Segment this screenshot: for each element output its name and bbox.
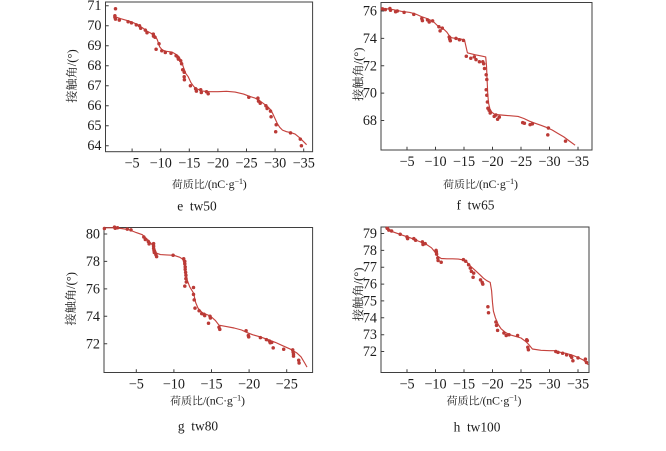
svg-text:68: 68 (363, 113, 377, 129)
svg-text:80: 80 (86, 227, 100, 243)
svg-text:−5: −5 (129, 377, 144, 393)
svg-text:−30: −30 (538, 377, 560, 393)
svg-text:77: 77 (363, 260, 377, 276)
svg-text:72: 72 (86, 336, 100, 352)
svg-text:−25: −25 (510, 377, 532, 393)
svg-text:74: 74 (363, 310, 377, 326)
svg-text:78: 78 (86, 254, 100, 270)
svg-text:−15: −15 (453, 377, 475, 393)
svg-text:64: 64 (87, 138, 101, 154)
svg-text:74: 74 (86, 309, 100, 325)
svg-text:70: 70 (87, 18, 101, 34)
svg-text:71: 71 (87, 0, 101, 14)
svg-text:76: 76 (363, 277, 377, 293)
svg-text:/(°): /(°) (352, 48, 366, 65)
svg-text:−10: −10 (424, 154, 446, 170)
svg-text:72: 72 (363, 58, 377, 74)
svg-text:65: 65 (87, 118, 101, 134)
svg-text:/(°): /(°) (65, 49, 79, 66)
svg-text:70: 70 (363, 86, 377, 102)
svg-text:−35: −35 (567, 154, 589, 170)
svg-text:76: 76 (86, 281, 100, 297)
svg-text:74: 74 (363, 31, 377, 47)
svg-text:−30: −30 (538, 154, 560, 170)
svg-text:76: 76 (363, 4, 377, 20)
svg-text:−15: −15 (453, 154, 475, 170)
svg-text:−5: −5 (125, 156, 140, 172)
svg-text:−5: −5 (399, 377, 414, 393)
svg-text:78: 78 (363, 243, 377, 259)
svg-text:−20: −20 (207, 156, 229, 172)
svg-text:−35: −35 (567, 377, 589, 393)
svg-text:f tw65: f tw65 (457, 198, 495, 213)
svg-text:−20: −20 (238, 377, 260, 393)
svg-text:−20: −20 (481, 377, 503, 393)
svg-text:−5: −5 (399, 154, 414, 170)
svg-text:68: 68 (87, 58, 101, 74)
svg-text:−10: −10 (424, 377, 446, 393)
svg-text:73: 73 (363, 327, 377, 343)
svg-text:−25: −25 (510, 154, 532, 170)
svg-text:79: 79 (363, 226, 377, 242)
svg-text:−10: −10 (163, 377, 185, 393)
svg-text:e tw50: e tw50 (177, 199, 217, 214)
svg-text:−25: −25 (235, 156, 257, 172)
svg-text:−35: −35 (293, 156, 315, 172)
svg-text:/(°): /(°) (64, 272, 78, 289)
svg-text:−10: −10 (150, 156, 172, 172)
svg-text:−15: −15 (200, 377, 222, 393)
svg-text:−20: −20 (481, 154, 503, 170)
svg-text:67: 67 (87, 78, 101, 94)
svg-text:69: 69 (87, 38, 101, 54)
svg-text:−30: −30 (264, 156, 286, 172)
svg-text:66: 66 (87, 98, 101, 114)
svg-text:−25: −25 (276, 377, 298, 393)
svg-text:72: 72 (363, 344, 377, 360)
svg-text:/(°): /(°) (352, 268, 366, 285)
svg-text:h tw100: h tw100 (454, 420, 501, 435)
svg-text:g tw80: g tw80 (178, 419, 218, 434)
svg-text:−15: −15 (178, 156, 200, 172)
svg-text:75: 75 (363, 293, 377, 309)
